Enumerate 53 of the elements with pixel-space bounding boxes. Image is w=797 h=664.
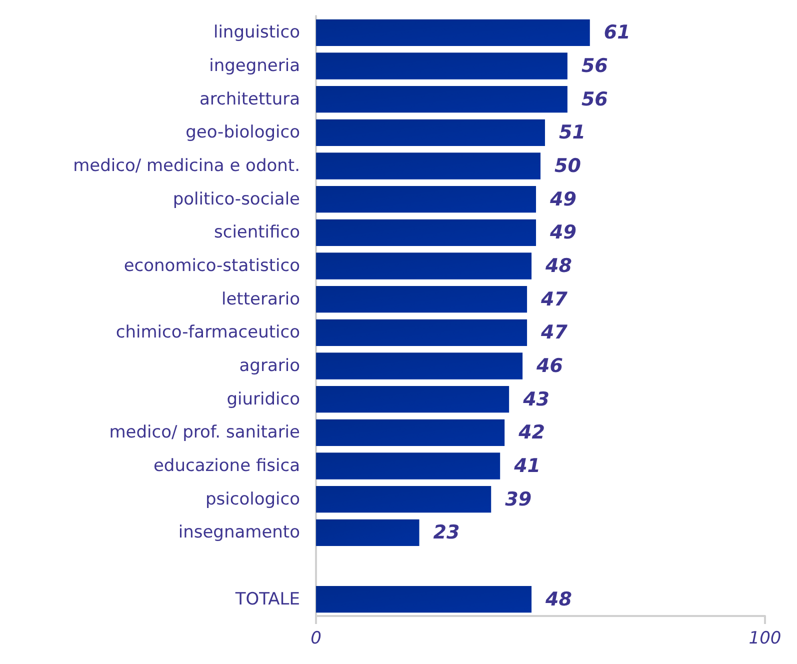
- bar: [316, 386, 510, 413]
- data-label: 61: [604, 22, 630, 44]
- bar: [316, 119, 545, 146]
- bar: [316, 319, 528, 346]
- bar: [316, 419, 505, 446]
- data-label: 48: [544, 588, 572, 610]
- data-label: 47: [540, 322, 568, 344]
- bar: [316, 186, 536, 213]
- data-label: 43: [522, 388, 550, 410]
- bar: [316, 52, 568, 80]
- y-tick-label: chimico-farmaceutico: [116, 322, 300, 343]
- y-tick-label: ingegneria: [209, 56, 300, 76]
- x-tick-label: 100: [748, 628, 782, 648]
- data-label: 23: [433, 522, 460, 544]
- y-tick-label: psicologico: [205, 489, 300, 510]
- y-tick-label: medico/ prof. sanitarie: [109, 422, 300, 443]
- y-tick-label: letterario: [222, 289, 300, 310]
- data-label: 39: [505, 488, 532, 510]
- data-label: 42: [518, 422, 546, 444]
- data-label: 51: [558, 122, 586, 144]
- x-tick-label: 0: [310, 628, 322, 648]
- data-label: 48: [544, 255, 572, 277]
- y-tick-label: economico-statistico: [124, 256, 300, 276]
- bar: [316, 19, 590, 46]
- y-tick-label: linguistico: [213, 22, 300, 43]
- y-tick-label: geo-biologico: [186, 122, 300, 143]
- bar: [316, 519, 420, 546]
- bar: [316, 152, 540, 180]
- bar: [316, 586, 532, 613]
- data-label: 46: [536, 355, 563, 377]
- bar: [316, 286, 528, 313]
- y-tick-label: TOTALE: [234, 589, 300, 610]
- data-label: 49: [549, 222, 576, 244]
- data-label: 50: [554, 155, 581, 177]
- bar: [316, 219, 536, 246]
- data-label: 56: [581, 88, 608, 110]
- y-tick-label: agrario: [239, 356, 300, 376]
- y-tick-label: educazione fisica: [153, 456, 300, 476]
- data-label: 41: [513, 455, 541, 477]
- y-tick-label: architettura: [199, 89, 300, 110]
- y-tick-label: medico/ medicina e odont.: [73, 156, 300, 176]
- bar: [316, 352, 523, 380]
- y-tick-label: scientifico: [214, 222, 300, 243]
- y-tick-label: giuridico: [226, 389, 300, 410]
- data-label: 47: [540, 288, 568, 310]
- data-label: 56: [581, 55, 608, 77]
- bar: [316, 452, 500, 480]
- y-tick-label: politico-sociale: [172, 189, 300, 210]
- bar: [316, 86, 568, 113]
- data-label: 49: [549, 188, 576, 210]
- bar: [316, 486, 492, 513]
- y-tick-label: insegnamento: [178, 522, 300, 543]
- bar: [316, 252, 532, 280]
